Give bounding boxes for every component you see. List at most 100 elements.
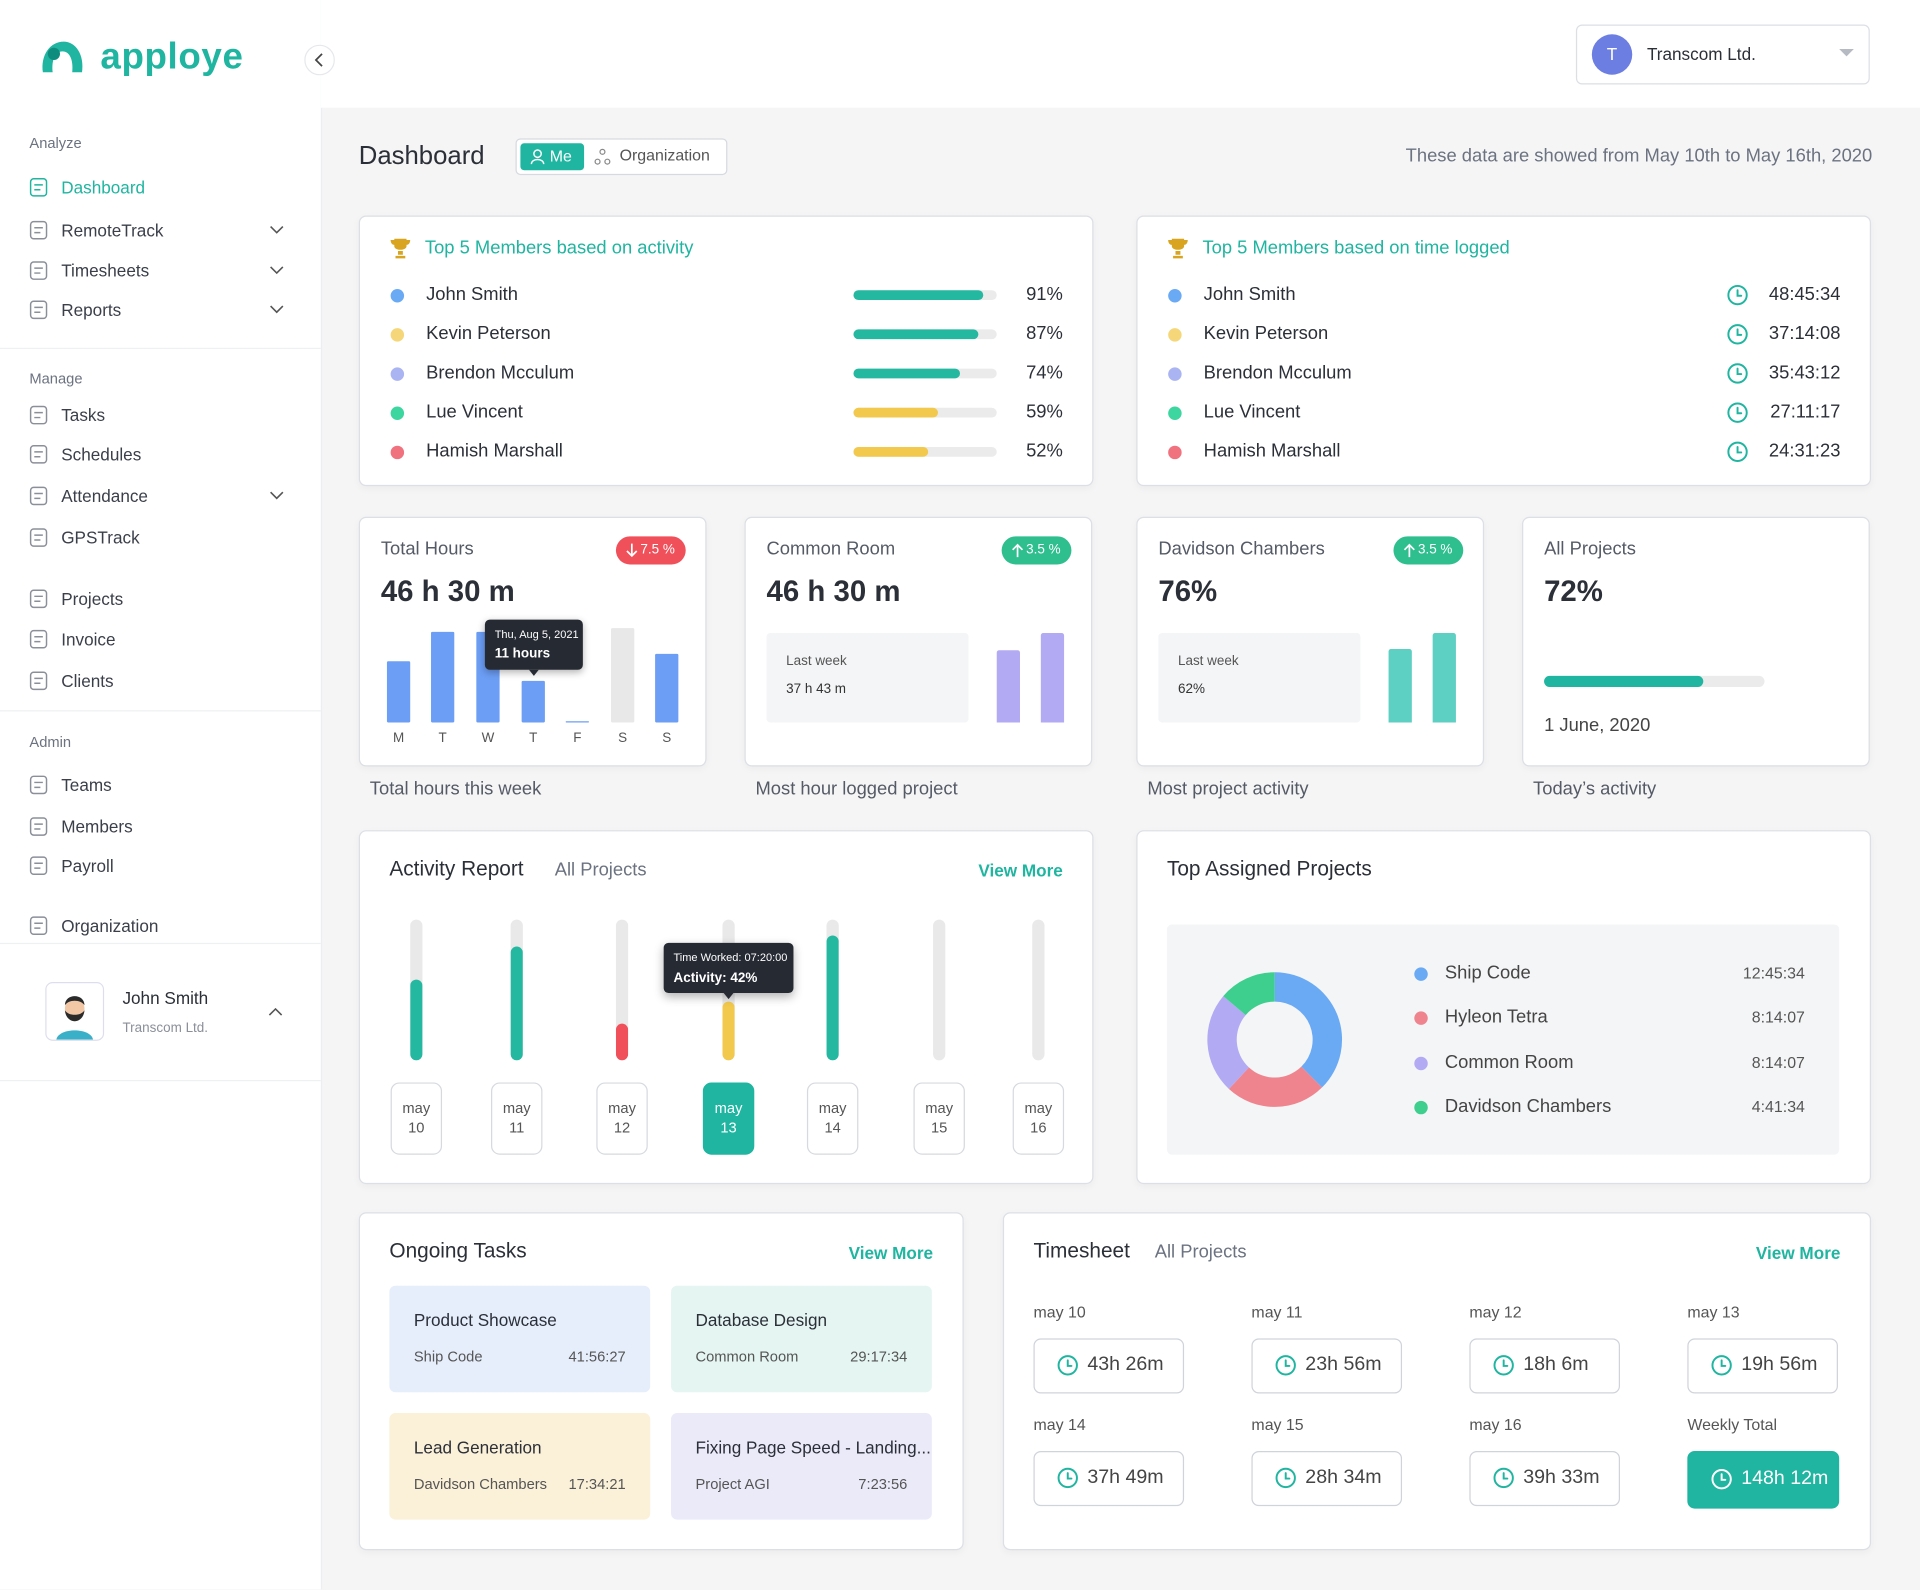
card-filter[interactable]: All Projects bbox=[554, 859, 647, 881]
icon-shape bbox=[29, 405, 48, 425]
date-pill[interactable]: may 11 bbox=[491, 1082, 543, 1155]
nav-item[interactable]: Attendance bbox=[61, 486, 148, 506]
nav-item[interactable]: GPSTrack bbox=[61, 527, 140, 548]
date-pill[interactable]: may 14 bbox=[806, 1082, 859, 1155]
chevron bbox=[270, 305, 284, 314]
card-title: Activity Report bbox=[389, 857, 524, 881]
nav-item[interactable]: Payroll bbox=[61, 855, 114, 876]
nav-item[interactable]: Clients bbox=[61, 671, 114, 691]
view-toggle: Me Organization bbox=[515, 138, 728, 176]
donut-segment bbox=[1223, 972, 1275, 1016]
clock-hands bbox=[1736, 406, 1743, 415]
time-card: Top 5 Members based on time logged John S… bbox=[1136, 215, 1872, 487]
arrow bbox=[1403, 543, 1415, 558]
chevron-path bbox=[270, 491, 284, 500]
clock-face bbox=[1493, 1467, 1514, 1489]
date-pill[interactable]: may 12 bbox=[596, 1082, 648, 1155]
stat-value: 46 h 30 m bbox=[380, 575, 515, 609]
nav-item[interactable]: Projects bbox=[61, 588, 124, 609]
donut-segment bbox=[1228, 1066, 1322, 1107]
progress-bar bbox=[853, 290, 984, 301]
collapse-button[interactable] bbox=[304, 44, 336, 76]
icon-line bbox=[34, 492, 43, 500]
legend-dot bbox=[1414, 967, 1428, 981]
nav-item[interactable]: Invoice bbox=[61, 629, 116, 649]
clock-hands bbox=[1066, 1472, 1073, 1480]
progress-track bbox=[853, 329, 997, 340]
arrow-icon bbox=[626, 543, 638, 558]
legend-dot bbox=[1414, 1056, 1428, 1071]
hour-bar bbox=[386, 661, 411, 723]
time-pill: 39h 33m bbox=[1469, 1451, 1621, 1507]
task-tile[interactable]: Product Showcase Ship Code 41:56:27 bbox=[389, 1285, 651, 1393]
card-filter[interactable]: All Projects bbox=[1154, 1241, 1247, 1263]
icon-shape bbox=[29, 629, 48, 649]
company-selector[interactable]: T Transcom Ltd. bbox=[1575, 24, 1870, 85]
icon-line bbox=[34, 534, 43, 541]
progress-bar bbox=[853, 446, 928, 457]
change-value: 3.5 % bbox=[1026, 542, 1061, 558]
clock-icon bbox=[1727, 402, 1748, 423]
progress-bar bbox=[853, 407, 938, 418]
task-tile[interactable]: Database Design Common Room 29:17:34 bbox=[671, 1285, 932, 1393]
view-more[interactable]: View More bbox=[1755, 1242, 1841, 1263]
task-project: Project AGI bbox=[695, 1475, 770, 1493]
stat-value: 72% bbox=[1544, 575, 1603, 609]
icon-shape bbox=[29, 261, 48, 280]
task-time: 17:34:21 bbox=[568, 1475, 626, 1493]
stat-caption: Most hour logged project bbox=[755, 778, 958, 800]
member-dot bbox=[1168, 288, 1182, 303]
day-label: may 16 bbox=[1469, 1415, 1522, 1434]
date-pill[interactable]: may 10 bbox=[390, 1082, 443, 1155]
stat-title: Davidson Chambers bbox=[1158, 538, 1325, 560]
toggle-label[interactable]: Organization bbox=[619, 145, 710, 165]
clock-face bbox=[1493, 1355, 1514, 1376]
nav-item[interactable]: Timesheets bbox=[61, 260, 150, 281]
davidson-card: Davidson Chambers 3.5 % 76% Last week 62% bbox=[1136, 516, 1485, 767]
nav-item[interactable]: Schedules bbox=[61, 444, 142, 465]
date-pill[interactable]: may 15 bbox=[913, 1082, 965, 1155]
progress-track bbox=[853, 368, 997, 379]
member-dot bbox=[390, 406, 405, 421]
time-value: 148h 12m bbox=[1741, 1468, 1829, 1489]
view-more[interactable]: View More bbox=[978, 860, 1063, 881]
date-pill[interactable]: may 16 bbox=[1012, 1082, 1065, 1155]
icon-shape bbox=[29, 300, 48, 320]
nav-item[interactable]: Teams bbox=[61, 775, 112, 795]
stat-caption: Total hours this week bbox=[369, 778, 542, 800]
section-title: Analyze bbox=[29, 134, 82, 152]
view-more[interactable]: View More bbox=[848, 1242, 934, 1263]
time-pill: 37h 49m bbox=[1033, 1451, 1185, 1507]
member-name: Brendon Mcculum bbox=[1203, 362, 1352, 384]
nav-item[interactable]: Reports bbox=[61, 300, 122, 320]
clock-hands bbox=[1502, 1472, 1509, 1480]
stat-date: 1 June, 2020 bbox=[1544, 715, 1651, 736]
nav-item[interactable]: Tasks bbox=[61, 405, 106, 425]
date-pill[interactable]: may 13 bbox=[702, 1082, 755, 1155]
nav-item[interactable]: Members bbox=[61, 816, 133, 837]
time-pill: 28h 34m bbox=[1251, 1451, 1403, 1507]
change-value: 3.5 % bbox=[1417, 542, 1453, 558]
logo-shape bbox=[42, 41, 83, 73]
last-week-label: Last week bbox=[786, 653, 847, 669]
clock-face bbox=[1727, 441, 1748, 463]
dropdown-arrow bbox=[1839, 48, 1854, 57]
day-label: may 15 bbox=[1251, 1415, 1304, 1434]
progress-track bbox=[1544, 675, 1765, 687]
date-range: These data are showed from May 10th to M… bbox=[1405, 145, 1873, 167]
icon-shape bbox=[29, 528, 48, 547]
divider bbox=[0, 942, 321, 945]
button-arrow bbox=[314, 53, 323, 67]
hour-bar bbox=[611, 627, 635, 723]
nav-item[interactable]: Dashboard bbox=[61, 177, 146, 198]
chevron bbox=[270, 491, 284, 500]
change-badge: 7.5 % bbox=[615, 536, 686, 565]
nav-item[interactable]: RemoteTrack bbox=[61, 220, 164, 241]
nav-item[interactable]: Organization bbox=[61, 915, 159, 936]
arrow bbox=[1839, 48, 1854, 57]
change-value: 7.5 % bbox=[640, 542, 675, 558]
donut-segment bbox=[1274, 972, 1343, 1088]
task-tile[interactable]: Fixing Page Speed - Landing... Project AG… bbox=[671, 1413, 932, 1520]
task-tile[interactable]: Lead Generation Davidson Chambers 17:34:21 bbox=[389, 1413, 651, 1520]
toggle-me[interactable]: Me bbox=[520, 143, 585, 171]
